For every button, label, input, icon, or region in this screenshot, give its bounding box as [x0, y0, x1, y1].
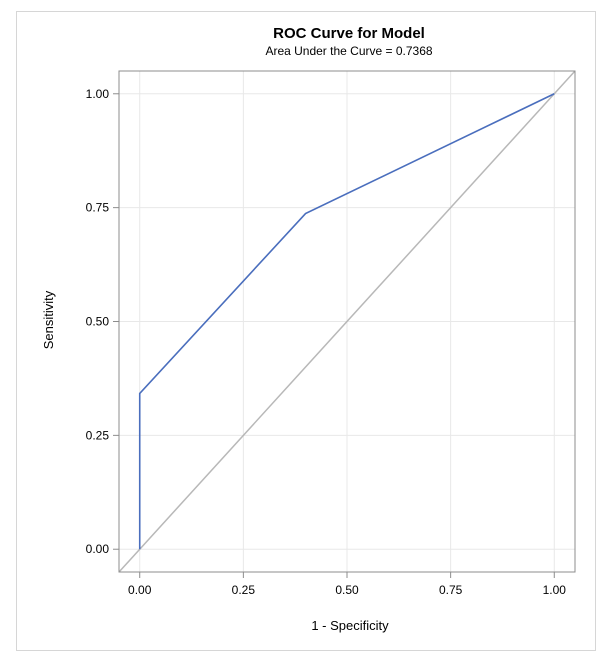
chart-frame: ROC Curve for Model Area Under the Curve… [16, 11, 596, 651]
reference-diagonal-line [118, 70, 576, 573]
x-tick-label-2: 0.50 [335, 583, 359, 597]
y-axis-label: Sensitivity [41, 290, 56, 349]
y-tick-label-3: 0.75 [86, 201, 110, 215]
roc-curve-line [138, 93, 555, 550]
axes: 0.00 0.25 0.50 0.75 1.00 0.00 0.25 0.50 0.75 1.00 [86, 70, 576, 597]
x-tick-label-4: 1.00 [543, 583, 567, 597]
roc-chart: ROC Curve for Model Area Under the Curve… [41, 25, 576, 633]
x-tick-label-3: 0.75 [439, 583, 463, 597]
y-tick-label-1: 0.25 [86, 428, 110, 442]
y-tick-label-2: 0.50 [86, 315, 110, 329]
y-tick-label-0: 0.00 [86, 542, 110, 556]
chart-title: ROC Curve for Model [273, 25, 425, 42]
grid-lines [119, 71, 575, 572]
x-tick-label-1: 0.25 [232, 583, 256, 597]
x-tick-label-0: 0.00 [128, 583, 152, 597]
x-axis-label: 1 - Specificity [311, 618, 389, 633]
chart-subtitle: Area Under the Curve = 0.7368 [265, 44, 432, 58]
plot-area [118, 70, 576, 573]
y-tick-label-4: 1.00 [86, 87, 110, 101]
